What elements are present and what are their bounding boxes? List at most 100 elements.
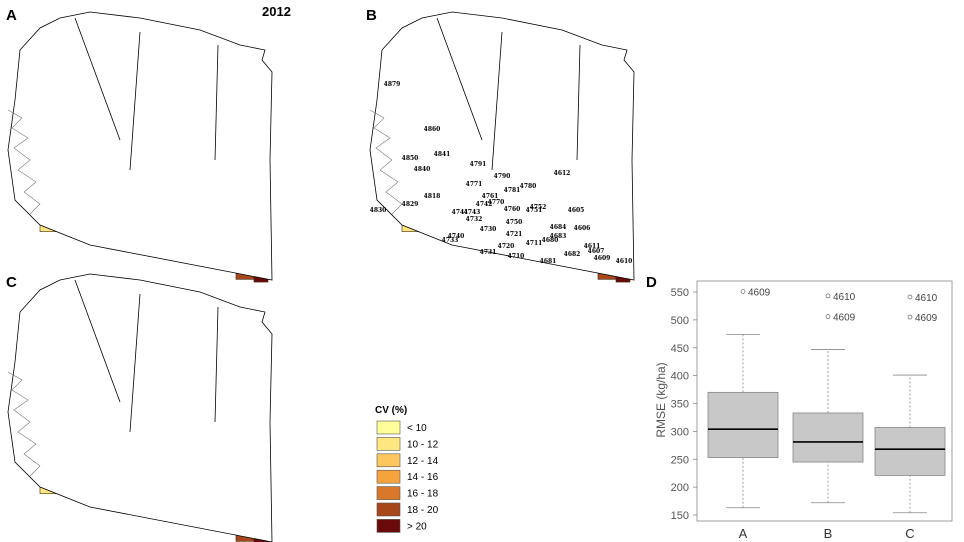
map-panel-b: 4879 4860 4850 4841 4840 4830 4829 4818 4791 4790… xyxy=(369,11,635,283)
division-id-label: 4750 xyxy=(506,219,523,226)
division-id-label: 4879 xyxy=(384,81,401,88)
division-id-label: 4733 xyxy=(442,237,459,244)
outlier-label: 4610 xyxy=(833,292,856,303)
panel-label-b: B xyxy=(366,7,377,24)
division-id-label: 4731 xyxy=(480,249,497,256)
province-border xyxy=(436,17,483,141)
division-id-label: 4611 xyxy=(584,243,601,250)
outlier-label: 4610 xyxy=(915,293,938,304)
division-id-label: 4841 xyxy=(434,151,451,158)
division-id-label: 4743 xyxy=(464,209,481,216)
outlier-point xyxy=(907,294,913,300)
division-id-label: 4752 xyxy=(530,204,547,211)
map-panel-a xyxy=(7,11,273,283)
division-id-label: 4682 xyxy=(564,251,581,258)
outlier-point xyxy=(907,314,913,320)
division-id-label: 4790 xyxy=(494,173,511,180)
division-id-label: 4840 xyxy=(414,166,431,173)
map-title: 2012 xyxy=(262,4,291,19)
outlier-point xyxy=(740,289,746,294)
province-border xyxy=(491,31,503,171)
province-border xyxy=(74,279,121,403)
legend-label: 14 - 16 xyxy=(407,472,439,483)
division-id-label: 4740 xyxy=(448,233,465,240)
division-id-label: 4751 xyxy=(526,207,543,214)
legend-title: CV (%) xyxy=(375,405,407,416)
legend-label: > 20 xyxy=(407,521,427,532)
division-id-label: 4607 xyxy=(588,248,605,255)
division-id-label: 4681 xyxy=(540,258,557,265)
division-id-label: 4605 xyxy=(568,207,585,214)
y-tick-label: 150 xyxy=(671,510,689,522)
legend-label: 12 - 14 xyxy=(407,456,439,467)
panel-label-a: A xyxy=(6,7,17,24)
legend-swatch xyxy=(376,502,401,517)
division-id-label: 4818 xyxy=(424,193,441,200)
province-border xyxy=(214,44,219,161)
plot-frame xyxy=(696,280,953,522)
province-border xyxy=(129,293,141,433)
division-id-label: 4610 xyxy=(616,258,633,265)
x-tick-label: A xyxy=(739,526,748,541)
legend-swatch xyxy=(376,453,401,468)
box-iqr xyxy=(874,427,946,476)
division-id-label: 4609 xyxy=(594,255,611,262)
y-axis-label: RMSE (kg/ha) xyxy=(654,362,668,437)
division-id-label: 4721 xyxy=(506,231,523,238)
division-id-label: 4606 xyxy=(574,225,591,232)
province-border xyxy=(129,31,141,171)
division-id-label: 4711 xyxy=(526,240,543,247)
cv-legend: CV (%) < 10 10 - 12 12 - 14 14 - 16 16 - 18 1… xyxy=(375,405,439,533)
division-id-label: 4742 xyxy=(476,201,493,208)
division-id-label: 4732 xyxy=(466,216,483,223)
division-id-label: 4829 xyxy=(402,201,419,208)
division-id-label: 4683 xyxy=(550,233,567,240)
division-id-label: 4771 xyxy=(466,181,483,188)
division-id-label: 4730 xyxy=(480,226,497,233)
box-iqr xyxy=(792,412,864,463)
y-tick-label: 550 xyxy=(671,287,689,299)
y-tick-label: 400 xyxy=(671,371,689,383)
legend-swatch xyxy=(376,469,401,484)
y-tick-label: 200 xyxy=(671,482,689,494)
y-tick-label: 350 xyxy=(671,399,689,411)
legend-label: 18 - 20 xyxy=(407,505,439,516)
division-id-label: 4684 xyxy=(550,224,567,231)
division-id-label: 4781 xyxy=(504,187,521,194)
coastline xyxy=(7,371,41,477)
division-id-label: 4741 xyxy=(452,209,469,216)
legend-swatch xyxy=(376,437,401,451)
province-border xyxy=(214,306,219,423)
province-border xyxy=(74,17,121,141)
x-tick-label: B xyxy=(824,526,833,541)
legend-swatch xyxy=(376,420,401,435)
division-id-label: 4791 xyxy=(470,161,487,168)
outlier-label: 4609 xyxy=(915,313,938,324)
division-id-label: 4860 xyxy=(424,126,441,133)
rmse-boxplot: RMSE (kg/ha) 150 200 250 300 350 400 450 500 550… xyxy=(654,280,953,541)
outlier-label: 4609 xyxy=(833,313,856,324)
division-id-label: 4830 xyxy=(370,207,387,214)
legend-swatch xyxy=(376,486,401,500)
coastline xyxy=(369,109,403,215)
legend-label: < 10 xyxy=(407,423,427,434)
panel-label-d: D xyxy=(646,274,657,291)
map-outline xyxy=(369,11,635,281)
y-tick-label: 300 xyxy=(671,426,689,438)
division-id-label: 4850 xyxy=(402,155,419,162)
y-tick-label: 450 xyxy=(671,343,689,355)
x-tick-label: C xyxy=(905,526,914,541)
panel-label-c: C xyxy=(6,274,17,291)
legend-label: 10 - 12 xyxy=(407,439,439,450)
division-id-label: 4710 xyxy=(508,253,525,260)
outlier-point xyxy=(825,314,831,319)
division-id-label: 4761 xyxy=(482,193,499,200)
outlier-point xyxy=(825,293,831,299)
map-panel-c xyxy=(7,273,273,542)
division-id-label: 4720 xyxy=(498,243,515,250)
map-outline xyxy=(7,273,273,542)
coastline xyxy=(7,109,41,215)
division-id-label: 4760 xyxy=(504,206,521,213)
division-id-label: 4612 xyxy=(554,170,571,177)
